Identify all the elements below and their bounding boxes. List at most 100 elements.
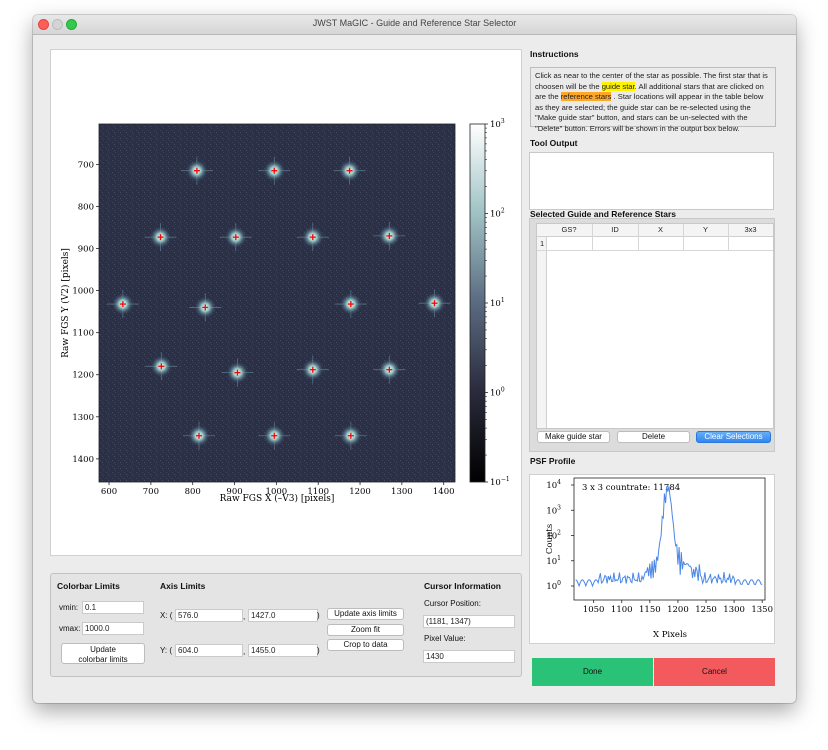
psf-x-tick-label: 1100 [611, 605, 633, 615]
vmin-input[interactable]: 0.1 [82, 601, 144, 614]
stars-layer [106, 156, 451, 450]
pixel-value-field[interactable]: 1430 [423, 650, 515, 663]
cancel-button[interactable]: Cancel [654, 658, 775, 686]
col-gs[interactable]: GS? [561, 225, 577, 234]
psf-profile-line [575, 486, 763, 588]
colorbar-limits-title: Colorbar Limits [57, 581, 120, 591]
psf-y-tick-exponent: 1 [557, 555, 561, 562]
instructions-box: Click as near to the center of the star … [530, 67, 776, 133]
y-open-label: Y: ( [160, 646, 173, 655]
star-source[interactable] [334, 290, 367, 319]
star-source[interactable] [418, 289, 451, 318]
star-source[interactable] [373, 221, 406, 250]
y-tick-label: 900 [78, 245, 94, 255]
image-x-label: Raw FGS X (–V3) [pixels] [220, 493, 335, 504]
title-bar: JWST MaGIC - Guide and Reference Star Se… [33, 15, 796, 35]
star-source[interactable] [180, 156, 213, 185]
col-divider [728, 224, 729, 250]
x-tick-label: 1300 [391, 487, 413, 497]
col-x[interactable]: X [657, 225, 663, 234]
psf-y-tick-label: 101 [546, 555, 561, 567]
row-header-column [537, 224, 547, 428]
cursor-position-label: Cursor Position: [424, 599, 481, 608]
image-area[interactable] [98, 123, 456, 483]
pixel-value-label: Pixel Value: [424, 634, 466, 643]
x-separator: , [243, 612, 246, 621]
minimize-window-button[interactable] [52, 19, 63, 30]
col-3x3[interactable]: 3x3 [744, 225, 757, 234]
update-axis-limits-button[interactable]: Update axis limits [327, 608, 404, 620]
x-tick-label: 1200 [349, 487, 371, 497]
image-plot[interactable]: 600 700 800 900 1000 1100 1200 1300 1400 7008009… [51, 50, 521, 555]
x-max-input[interactable]: 1427.0 [248, 609, 318, 622]
x-tick-label: 1400 [433, 487, 455, 497]
star-source[interactable] [221, 358, 254, 387]
update-colorbar-limits-button[interactable]: Update colorbar limits [61, 643, 145, 664]
delete-button[interactable]: Delete [617, 431, 690, 443]
y-tick-label: 800 [78, 202, 94, 212]
tool-output-title: Tool Output [530, 138, 578, 148]
stars-table[interactable]: GS? ID X Y 3x3 1 [536, 223, 774, 429]
x-axis-ticks: 600 700 800 900 1000 1100 1200 1300 1400 [101, 482, 455, 497]
psf-y-tick-exponent: 3 [557, 504, 561, 511]
psf-x-tick-label: 1050 [583, 605, 605, 615]
close-window-button[interactable] [38, 19, 49, 30]
psf-y-tick-exponent: 0 [557, 580, 561, 587]
star-source[interactable] [373, 355, 406, 384]
star-source[interactable] [258, 156, 291, 185]
y-separator: , [243, 647, 246, 656]
done-button[interactable]: Done [532, 658, 653, 686]
star-source[interactable] [182, 421, 215, 450]
reference-stars-highlight: reference stars [560, 92, 612, 102]
colorbar-tick-label: 102 [490, 208, 505, 220]
psf-profile-title: PSF Profile [530, 456, 576, 466]
star-source[interactable] [296, 223, 329, 252]
x-tick-label: 900 [226, 487, 242, 497]
psf-plot: 3 x 3 countrate: 11784 1050 1100 1150 1200 1… [545, 477, 773, 640]
psf-x-label: X Pixels [653, 630, 687, 640]
star-source[interactable] [334, 421, 367, 450]
y-max-input[interactable]: 1455.0 [248, 644, 318, 657]
star-source[interactable] [189, 293, 222, 322]
clear-selections-button[interactable]: Clear Selections [696, 431, 771, 443]
guide-star-highlight: guide star [601, 81, 635, 91]
colorbar-tick-label: 100 [490, 387, 505, 399]
x-close-label: ) [317, 611, 320, 620]
star-source[interactable] [258, 421, 291, 450]
psf-y-tick-label: 103 [546, 504, 561, 516]
colorbar-tick-exponent: 1 [501, 297, 505, 304]
star-source[interactable] [219, 223, 252, 252]
star-source[interactable] [106, 290, 139, 319]
colorbar [469, 123, 486, 483]
star-source[interactable] [144, 223, 177, 252]
crop-to-data-button[interactable]: Crop to data [327, 639, 404, 651]
colorbar-tick-exponent: 2 [501, 208, 505, 215]
psf-x-tick-label: 1200 [667, 605, 689, 615]
x-tick-label: 1000 [266, 487, 288, 497]
update-colorbar-label-1: Update [90, 645, 116, 654]
table-row[interactable]: 1 [537, 237, 773, 251]
y-min-input[interactable]: 604.0 [175, 644, 243, 657]
star-source[interactable] [333, 156, 366, 185]
star-source[interactable] [145, 352, 178, 381]
window-title: JWST MaGIC - Guide and Reference Star Se… [312, 18, 517, 28]
psf-x-tick-label: 1250 [695, 605, 717, 615]
star-source[interactable] [296, 355, 329, 384]
tool-output-box[interactable] [529, 152, 774, 210]
maximize-window-button[interactable] [66, 19, 77, 30]
table-header: GS? ID X Y 3x3 [537, 224, 773, 237]
vmax-input[interactable]: 1000.0 [82, 622, 144, 635]
x-min-input[interactable]: 576.0 [175, 609, 243, 622]
x-tick-label: 800 [185, 487, 201, 497]
colorbar-tick-exponent: −1 [501, 476, 510, 483]
psf-y-label: Counts [545, 524, 555, 554]
psf-x-tick-label: 1150 [639, 605, 661, 615]
col-y[interactable]: Y [702, 225, 708, 234]
make-guide-star-button[interactable]: Make guide star [537, 431, 610, 443]
image-plot-panel[interactable]: 600 700 800 900 1000 1100 1200 1300 1400 700 800 9… [50, 49, 522, 556]
cursor-position-field[interactable]: (1181, 1347) [423, 615, 515, 628]
y-tick-label: 1300 [72, 413, 94, 423]
axis-limits-title: Axis Limits [160, 581, 206, 591]
col-id[interactable]: ID [611, 225, 619, 234]
zoom-fit-button[interactable]: Zoom fit [327, 624, 404, 636]
